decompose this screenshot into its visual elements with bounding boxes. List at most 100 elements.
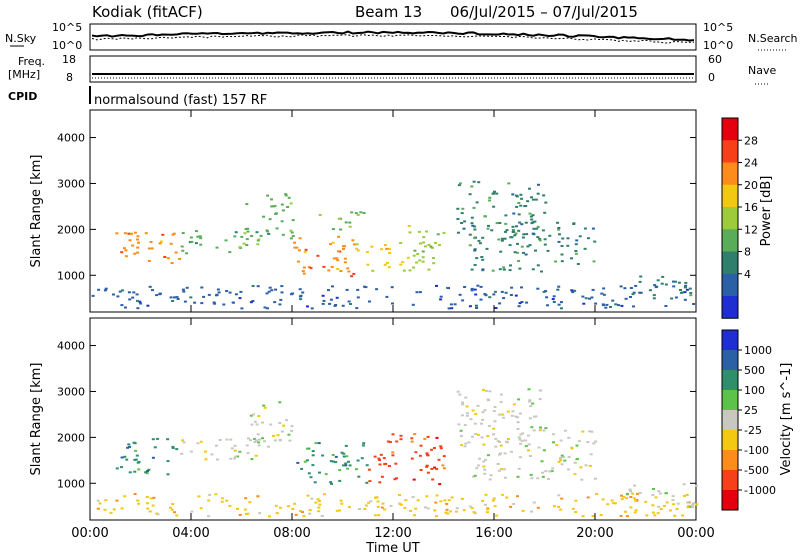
echo-cell (492, 433, 495, 436)
echo-cell (433, 466, 437, 469)
echo-cell (279, 298, 283, 301)
echo-cell (493, 190, 496, 193)
echo-cell (233, 235, 237, 238)
echo-cell (287, 505, 290, 508)
echo-cell (151, 456, 155, 459)
echo-cell (445, 508, 449, 511)
echo-cell (532, 227, 536, 230)
echo-cell (267, 232, 271, 235)
echo-cell (504, 230, 507, 233)
colorbar-tick-label: -500 (744, 464, 769, 477)
echo-cell (320, 514, 324, 517)
echo-cell (378, 459, 382, 461)
echo-cell (472, 511, 476, 514)
echo-cell (632, 305, 635, 308)
echo-cell (109, 511, 113, 514)
echo-cell (538, 429, 542, 432)
echo-cell (543, 211, 547, 214)
echo-cell (190, 510, 194, 513)
echo-region (471, 429, 598, 481)
echo-cell (474, 413, 478, 415)
echo-cell (538, 398, 542, 401)
echo-cell (103, 508, 107, 511)
echo-cell (261, 437, 265, 440)
echo-cell (290, 293, 293, 296)
echo-cell (560, 245, 564, 247)
echo-cell (495, 514, 499, 517)
echo-cell (238, 297, 242, 300)
echo-cell (221, 497, 225, 500)
echo-cell (526, 200, 530, 203)
echo-cell (461, 401, 464, 404)
echo-cell (365, 481, 369, 484)
nsky-tick-bottom: 10^0 (52, 39, 82, 52)
echo-cell (391, 454, 395, 457)
velocity-colorbar-label: Velocity [m s^-1] (779, 363, 794, 476)
echo-cell (493, 290, 497, 293)
echo-cell (558, 233, 561, 236)
echo-cell (355, 307, 359, 310)
echo-cell (520, 439, 524, 442)
echo-cell (415, 291, 419, 294)
echo-cell (120, 304, 124, 307)
echo-cell (330, 298, 333, 301)
echo-cell (317, 506, 321, 509)
echo-cell (674, 280, 677, 283)
echo-cell (487, 224, 490, 227)
echo-cell (590, 430, 594, 433)
echo-cell (629, 296, 632, 298)
echo-cell (248, 501, 252, 504)
echo-cell (442, 455, 446, 458)
echo-cell (197, 495, 201, 498)
echo-cell (484, 294, 488, 297)
echo-cell (560, 253, 564, 256)
echo-cell (181, 232, 185, 234)
echo-cell (243, 232, 247, 235)
echo-cell (472, 180, 476, 183)
echo-cell (467, 441, 471, 444)
echo-cell (521, 509, 525, 512)
echo-cell (346, 467, 349, 470)
echo-cell (310, 497, 314, 500)
echo-cell (180, 452, 184, 455)
echo-cell (516, 251, 519, 254)
echo-cell (463, 220, 467, 223)
echo-cell (439, 295, 443, 298)
xtick-label: 20:00 (576, 526, 613, 541)
echo-cell (567, 456, 571, 458)
echo-cell (468, 244, 472, 247)
ytick-label: 4000 (57, 132, 85, 145)
echo-cell (245, 444, 249, 447)
echo-cell (128, 445, 132, 448)
echo-cell (414, 507, 418, 510)
colorbar-band (722, 118, 738, 141)
echo-cell (359, 211, 363, 214)
echo-cell (196, 442, 200, 445)
echo-cell (658, 492, 662, 495)
echo-cell (559, 439, 563, 442)
echo-cell (166, 460, 170, 463)
echo-cell (653, 514, 657, 517)
echo-cell (314, 501, 318, 504)
echo-cell (557, 506, 561, 508)
echo-cell (686, 506, 690, 509)
echo-cell (532, 415, 536, 418)
echo-cell (460, 222, 464, 224)
echo-cell (494, 445, 498, 448)
echo-cell (496, 440, 500, 443)
echo-cell (374, 496, 377, 499)
echo-cell (491, 269, 495, 272)
echo-cell (363, 285, 366, 288)
echo-cell (476, 404, 480, 407)
echo-cell (214, 493, 218, 496)
echo-cell (552, 441, 555, 444)
echo-cell (368, 300, 371, 303)
echo-cell (480, 436, 484, 439)
echo-cell (390, 286, 394, 289)
echo-cell (544, 290, 548, 293)
colorbar-tick-label: 8 (744, 246, 751, 259)
echo-cell (584, 297, 588, 300)
colorbar-band (722, 450, 738, 471)
echo-cell (380, 506, 384, 509)
echo-cell (288, 439, 292, 442)
